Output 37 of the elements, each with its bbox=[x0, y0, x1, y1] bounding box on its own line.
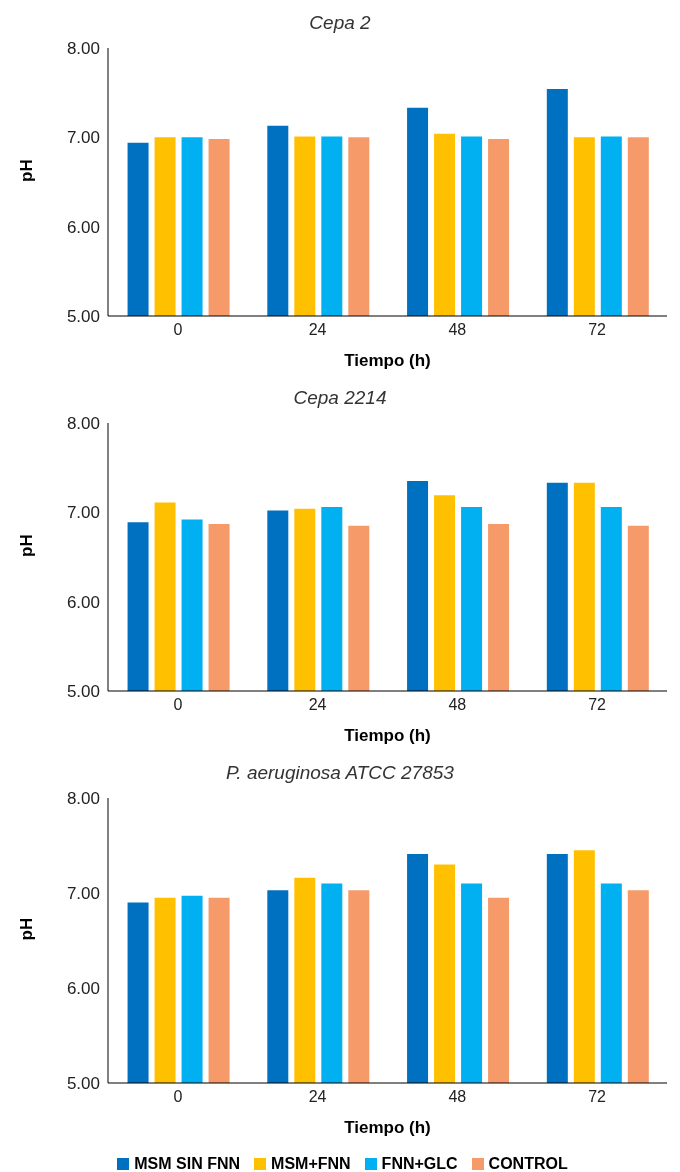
chart-title: Cepa 2 bbox=[308, 11, 372, 35]
legend-label: FNN+GLC bbox=[381, 1155, 458, 1172]
y-tick-label: 7.00 bbox=[66, 884, 100, 904]
x-tick-label: 24 bbox=[308, 321, 327, 339]
x-tick-label: 48 bbox=[448, 696, 467, 714]
y-tick-label: 8.00 bbox=[66, 789, 100, 809]
y-tick-label: 7.00 bbox=[66, 128, 100, 148]
y-tick-label: 6.00 bbox=[66, 217, 100, 237]
x-tick-label: 72 bbox=[588, 321, 607, 339]
x-tick-label: 24 bbox=[308, 696, 327, 714]
x-tick-label: 48 bbox=[448, 1088, 467, 1106]
y-tick-label: 8.00 bbox=[66, 414, 100, 434]
y-axis-title: pH bbox=[17, 159, 37, 182]
x-axis-title: Tiempo (h) bbox=[344, 1118, 431, 1137]
x-tick-label: 72 bbox=[588, 1088, 607, 1106]
chart-title: P. aeruginosa ATCC 27853 bbox=[225, 761, 455, 785]
y-tick-label: 7.00 bbox=[66, 503, 100, 523]
y-tick-label: 6.00 bbox=[66, 592, 100, 612]
y-tick-label: 5.00 bbox=[66, 307, 100, 327]
chart-title: Cepa 2214 bbox=[292, 386, 388, 410]
x-tick-label: 0 bbox=[173, 1088, 183, 1106]
x-tick-label: 0 bbox=[173, 321, 183, 339]
x-tick-label: 72 bbox=[588, 696, 607, 714]
x-tick-label: 48 bbox=[448, 321, 467, 339]
x-axis-title: Tiempo (h) bbox=[344, 351, 431, 370]
x-tick-label: 24 bbox=[308, 1088, 327, 1106]
legend-label: CONTROL bbox=[488, 1155, 568, 1172]
x-tick-label: 0 bbox=[173, 696, 183, 714]
y-tick-label: 6.00 bbox=[66, 979, 100, 999]
legend-label: MSM SIN FNN bbox=[134, 1155, 241, 1172]
y-tick-label: 5.00 bbox=[66, 682, 100, 702]
y-tick-label: 5.00 bbox=[66, 1074, 100, 1094]
y-tick-label: 8.00 bbox=[66, 39, 100, 59]
legend-label: MSM+FNN bbox=[271, 1155, 351, 1172]
y-axis-title: pH bbox=[17, 917, 37, 941]
y-axis-title: pH bbox=[17, 534, 37, 557]
x-axis-title: Tiempo (h) bbox=[344, 726, 431, 745]
